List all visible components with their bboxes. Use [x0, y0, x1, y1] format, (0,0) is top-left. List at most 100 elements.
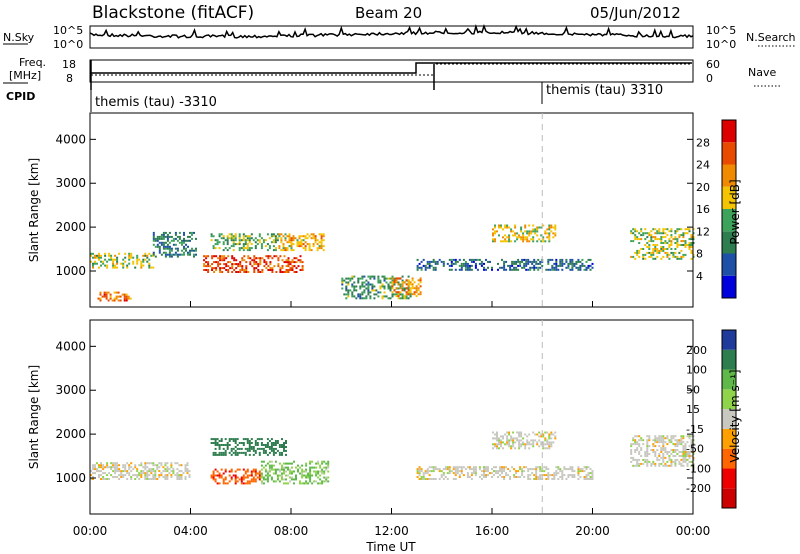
power-cell [536, 226, 539, 229]
power-cell [395, 295, 398, 298]
velocity-cell [262, 466, 265, 469]
velocity-cell [510, 445, 513, 448]
velocity-cell [144, 472, 147, 475]
velocity-cell [535, 466, 538, 469]
power-cell [244, 247, 247, 250]
velocity-cell [327, 466, 330, 469]
velocity-cell [638, 453, 641, 455]
velocity-cell [218, 472, 221, 475]
velocity-cell [278, 446, 281, 448]
power-cell [341, 279, 344, 282]
velocity-cell [650, 464, 653, 467]
velocity-cell [114, 466, 117, 469]
velocity-cell [274, 444, 277, 446]
power-cell [561, 268, 564, 271]
velocity-cell [548, 447, 551, 450]
power-cell [650, 253, 653, 256]
power-cell [534, 230, 537, 233]
velocity-cell [662, 453, 665, 455]
power-region [416, 258, 594, 271]
power-cell [654, 249, 657, 252]
power-cell [219, 267, 222, 270]
colorbar-frame [721, 329, 737, 509]
power-cell [107, 299, 110, 302]
power-cell [548, 234, 551, 237]
power-cell [207, 261, 210, 264]
velocity-cell [503, 478, 506, 480]
power-cell [385, 281, 388, 284]
velocity-cell [652, 462, 655, 465]
power-cell [212, 245, 215, 248]
velocity-cell [658, 464, 661, 467]
velocity-cell [272, 472, 275, 475]
velocity-cell [281, 464, 283, 467]
power-cell [678, 244, 681, 246]
velocity-cell [684, 455, 687, 457]
velocity-cell [549, 474, 552, 477]
power-cell [652, 248, 655, 250]
power-cell [666, 234, 669, 237]
velocity-cell [512, 445, 515, 448]
power-cell [261, 269, 264, 271]
velocity-cell [646, 449, 649, 451]
velocity-cell [315, 466, 318, 469]
velocity-cell [158, 474, 161, 477]
power-cell [178, 231, 181, 234]
velocity-cell [295, 476, 297, 479]
power-cell [450, 258, 453, 261]
velocity-cell [148, 478, 151, 480]
power-cell [686, 232, 689, 235]
power-cell [492, 240, 494, 243]
velocity-cell [638, 462, 641, 465]
velocity-cell [270, 442, 273, 444]
power-cell [411, 293, 414, 296]
velocity-cell [160, 462, 163, 465]
velocity-cell [315, 470, 318, 473]
velocity-cell [534, 439, 537, 442]
power-cell [272, 241, 275, 244]
velocity-cell [540, 443, 543, 446]
velocity-cell [664, 437, 667, 440]
power-cell [270, 241, 273, 244]
power-cell [289, 263, 292, 266]
power-colorbar-tick: 28 [696, 136, 710, 149]
velocity-cell [136, 476, 139, 478]
velocity-cell [218, 451, 221, 454]
x-tick-label: 04:00 [173, 524, 208, 538]
velocity-cell [544, 437, 547, 440]
power-cell [478, 262, 481, 265]
power-cell [226, 235, 229, 238]
velocity-cell [283, 472, 285, 475]
power-cell [498, 224, 500, 227]
velocity-cell [285, 466, 287, 469]
velocity-cell [285, 449, 287, 452]
power-cell [291, 259, 294, 262]
velocity-cell [496, 435, 498, 438]
power-cell [296, 241, 299, 244]
power-cell [684, 240, 687, 243]
power-cell [301, 267, 304, 270]
power-cell [282, 247, 285, 250]
velocity-cell [424, 478, 427, 480]
power-cell [418, 266, 421, 269]
velocity-cell [234, 476, 237, 479]
power-cell [232, 249, 235, 252]
velocity-cell [92, 472, 94, 475]
velocity-cell [230, 438, 233, 441]
power-cell [238, 237, 241, 240]
power-cell [529, 266, 532, 269]
velocity-cell [541, 468, 544, 471]
velocity-cell [186, 472, 189, 475]
velocity-cell [634, 451, 637, 453]
velocity-cell [577, 466, 580, 469]
velocity-cell [260, 444, 263, 446]
power-cell [210, 235, 213, 238]
velocity-cell [325, 468, 328, 471]
power-cell [288, 245, 291, 248]
power-cell [320, 247, 323, 250]
velocity-cell [521, 470, 524, 473]
velocity-cell [553, 472, 556, 475]
velocity-cell [460, 470, 463, 473]
velocity-cell [573, 470, 576, 473]
power-cell [640, 230, 643, 233]
